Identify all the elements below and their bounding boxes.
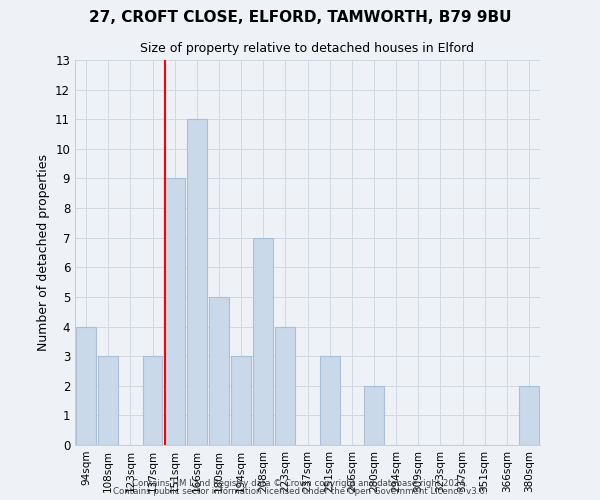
Bar: [320, 356, 340, 445]
Text: Contains HM Land Registry data © Crown copyright and database right 2024.: Contains HM Land Registry data © Crown c…: [132, 478, 468, 488]
Bar: [519, 386, 539, 445]
Bar: [164, 178, 185, 445]
Y-axis label: Number of detached properties: Number of detached properties: [37, 154, 50, 351]
Bar: [98, 356, 118, 445]
Text: Contains public sector information licensed under the Open Government Licence v3: Contains public sector information licen…: [113, 487, 487, 496]
Bar: [143, 356, 163, 445]
Bar: [275, 326, 295, 445]
Title: Size of property relative to detached houses in Elford: Size of property relative to detached ho…: [140, 42, 475, 54]
Bar: [231, 356, 251, 445]
Bar: [76, 326, 96, 445]
Bar: [253, 238, 273, 445]
Text: 27, CROFT CLOSE, ELFORD, TAMWORTH, B79 9BU: 27, CROFT CLOSE, ELFORD, TAMWORTH, B79 9…: [89, 10, 511, 25]
Bar: [209, 297, 229, 445]
Bar: [187, 119, 207, 445]
Bar: [364, 386, 384, 445]
